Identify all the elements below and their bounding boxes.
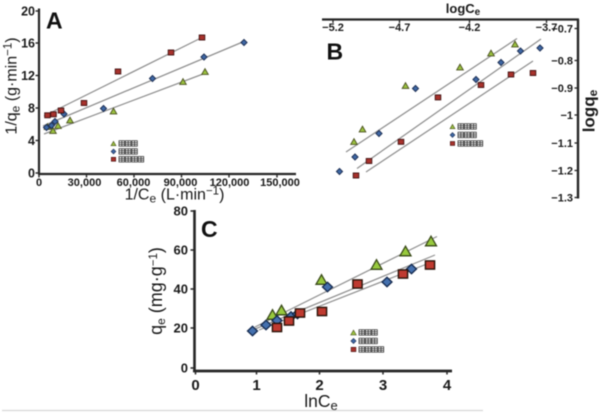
svg-text:B: B: [327, 39, 344, 65]
svg-text:−4.2: −4.2: [459, 22, 481, 34]
svg-text:C: C: [201, 216, 218, 242]
svg-text:−1: −1: [560, 110, 573, 122]
svg-text:−0.7: −0.7: [551, 24, 573, 36]
svg-text:1: 1: [252, 377, 260, 394]
svg-text:−5.2: −5.2: [322, 22, 344, 34]
svg-text:4: 4: [28, 134, 35, 148]
svg-text:0: 0: [191, 377, 199, 394]
svg-text:12: 12: [21, 69, 35, 83]
svg-text:80: 80: [174, 204, 188, 219]
svg-text:−1.1: −1.1: [551, 138, 573, 150]
svg-text:4: 4: [443, 377, 452, 394]
svg-text:0: 0: [181, 361, 188, 376]
svg-text:20: 20: [21, 5, 35, 19]
svg-text:30,000: 30,000: [68, 177, 102, 189]
svg-text:8: 8: [28, 102, 35, 116]
svg-text:−0.9: −0.9: [551, 83, 573, 95]
svg-text:−0.8: −0.8: [551, 56, 573, 68]
svg-text:A: A: [46, 8, 63, 34]
svg-text:−1.2: −1.2: [551, 166, 573, 178]
svg-text:150,000: 150,000: [260, 177, 300, 189]
svg-text:3: 3: [379, 377, 387, 394]
svg-text:0: 0: [36, 177, 42, 189]
svg-text:−1.3: −1.3: [551, 193, 573, 205]
svg-text:16: 16: [21, 37, 35, 51]
svg-text:60: 60: [174, 243, 188, 258]
svg-text:40: 40: [174, 282, 188, 297]
svg-text:−4.7: −4.7: [389, 22, 411, 34]
svg-text:0: 0: [28, 167, 35, 181]
svg-text:20: 20: [174, 321, 188, 336]
